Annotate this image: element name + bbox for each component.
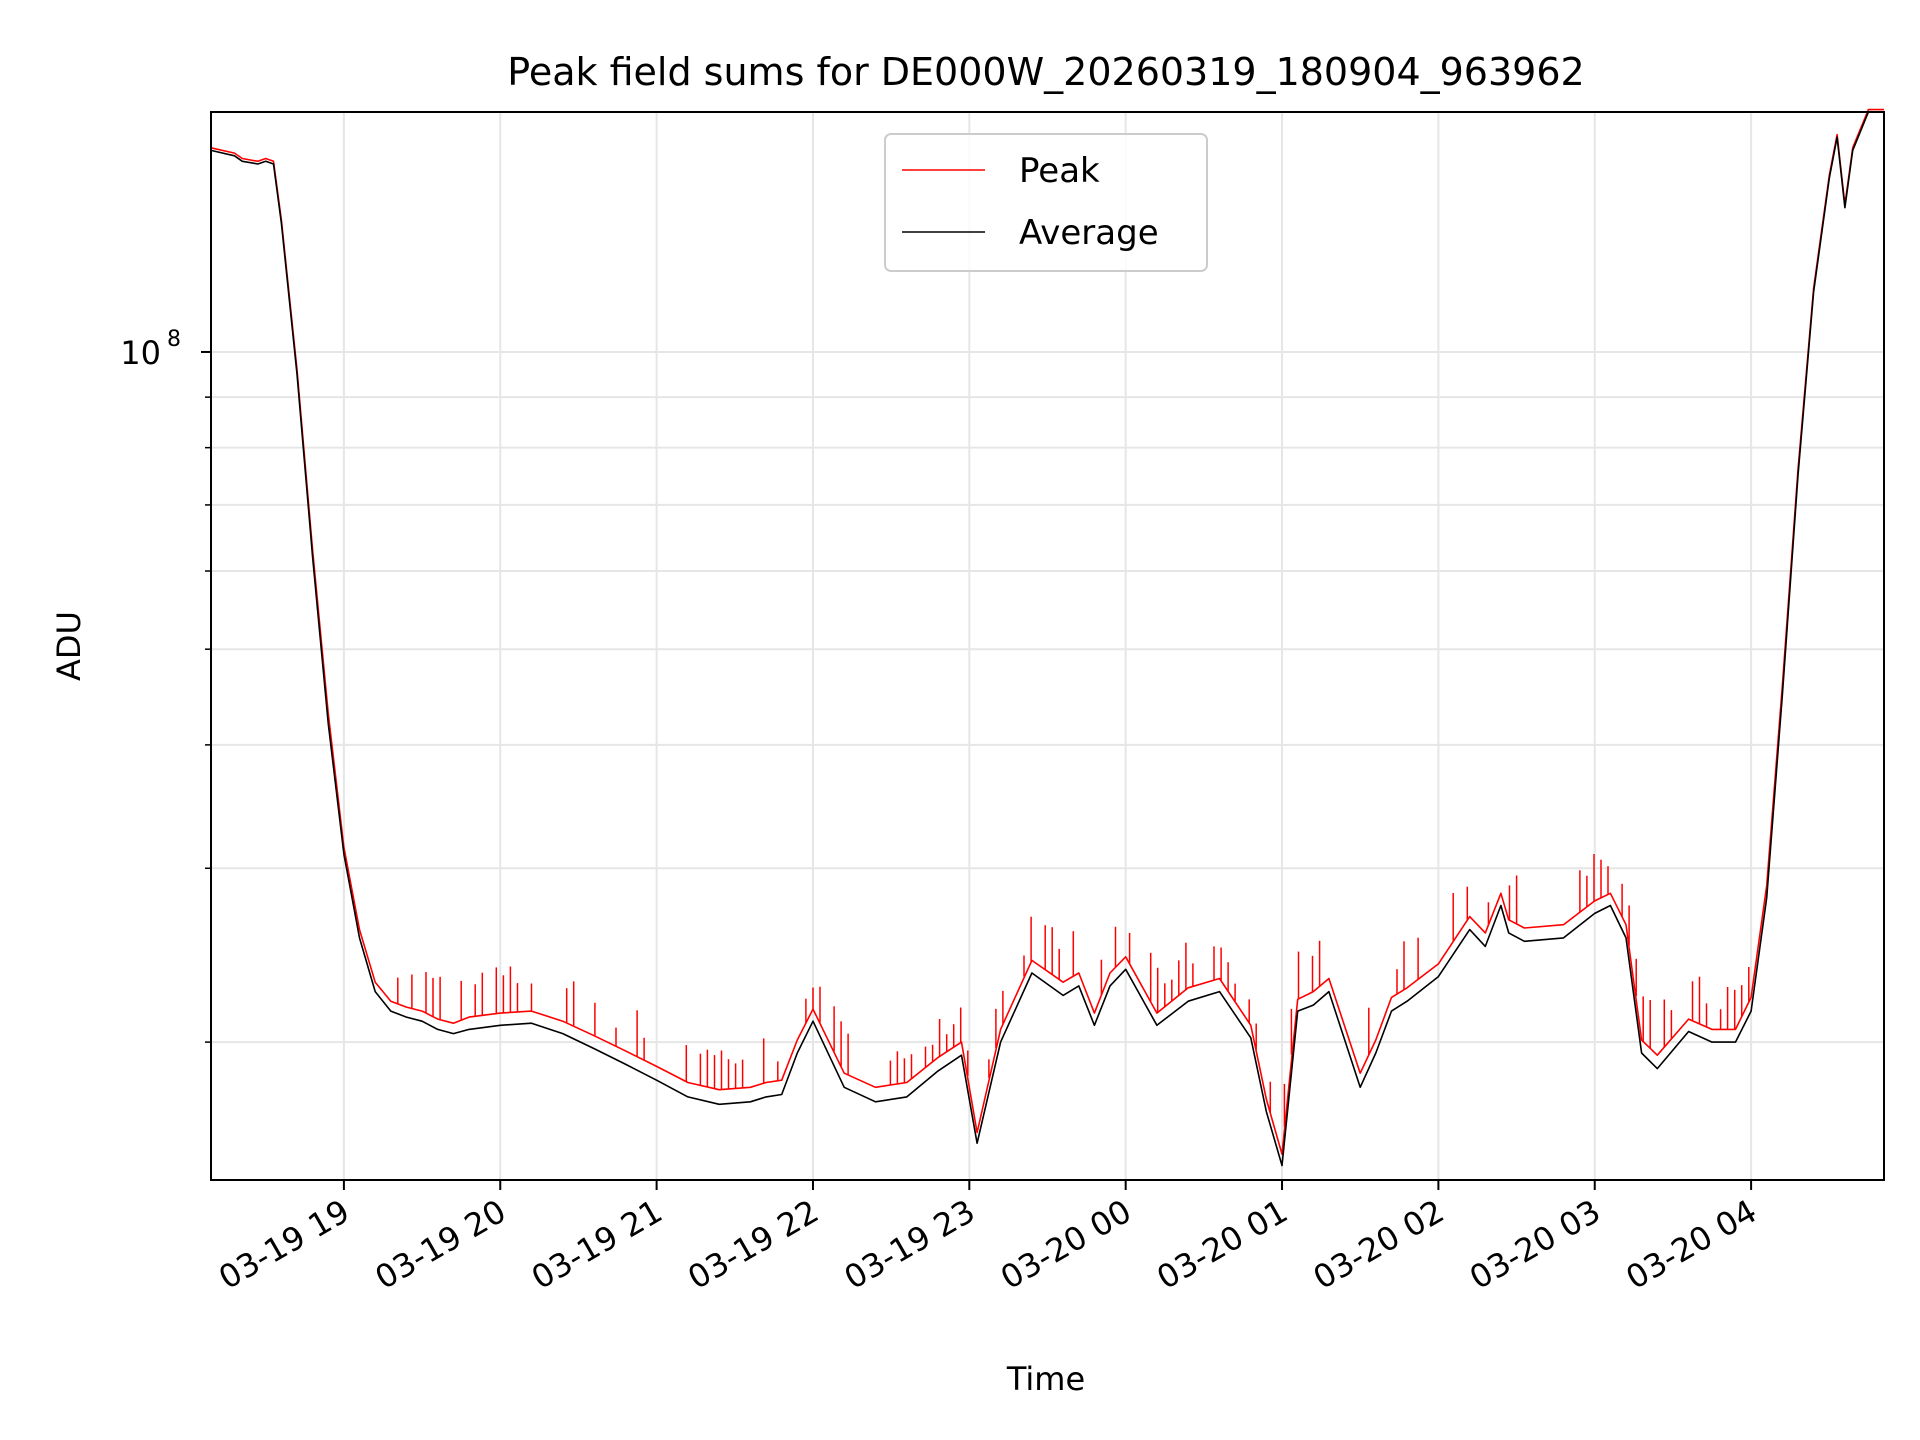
x-axis-label: Time bbox=[1006, 1360, 1085, 1398]
legend: Peak Average bbox=[884, 133, 1208, 272]
x-tick-label: 03-20 02 bbox=[1307, 1192, 1451, 1297]
x-tick-label: 03-20 04 bbox=[1619, 1192, 1763, 1297]
x-tick-label: 03-19 23 bbox=[838, 1192, 982, 1297]
x-tick-label: 03-19 21 bbox=[525, 1192, 669, 1297]
y-axis: 10 8 bbox=[120, 327, 211, 1043]
plot-frame bbox=[210, 111, 1885, 1181]
x-tick-label: 03-19 20 bbox=[369, 1192, 513, 1297]
x-tick-label: 03-19 19 bbox=[212, 1192, 356, 1297]
legend-average-label: Average bbox=[1019, 213, 1159, 253]
y-major-tick-label: 10 bbox=[120, 334, 161, 372]
series-layer bbox=[210, 108, 1884, 1167]
chart-title: Peak field sums for DE000W_20260319_1809… bbox=[507, 50, 1584, 94]
x-tick-label: 03-19 22 bbox=[681, 1192, 825, 1297]
x-axis: 03-19 19 03-19 20 03-19 21 03-19 22 03-19 23… bbox=[212, 1180, 1763, 1297]
peak-spikes bbox=[397, 854, 1750, 1128]
legend-box bbox=[884, 133, 1208, 272]
x-tick-label: 03-20 03 bbox=[1463, 1192, 1607, 1297]
grid bbox=[211, 112, 1884, 1180]
series-line-average bbox=[210, 111, 1884, 1167]
x-tick-label: 03-20 00 bbox=[994, 1192, 1138, 1297]
legend-peak-label: Peak bbox=[1019, 151, 1100, 191]
x-tick-label: 03-20 01 bbox=[1150, 1192, 1294, 1297]
y-major-tick-exponent: 8 bbox=[167, 327, 181, 352]
y-axis-label: ADU bbox=[50, 611, 88, 681]
series-line-peak bbox=[210, 108, 1884, 1155]
